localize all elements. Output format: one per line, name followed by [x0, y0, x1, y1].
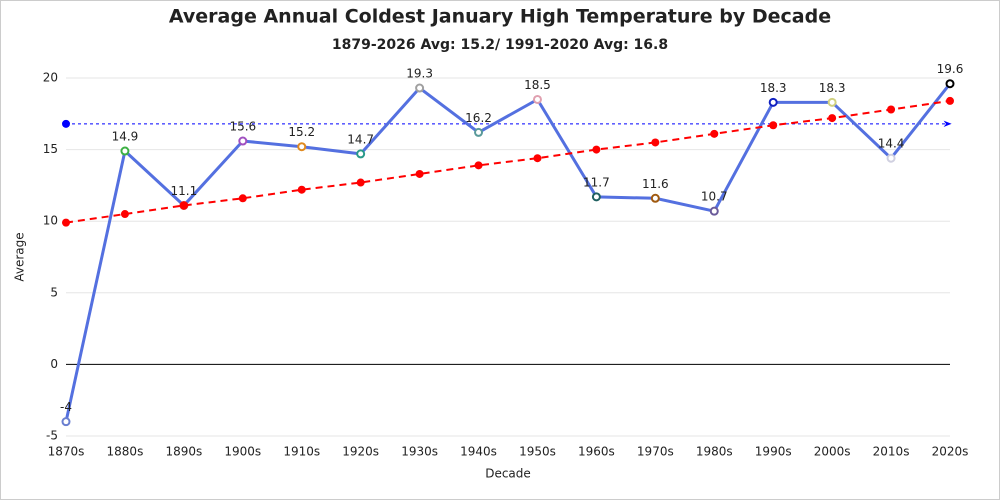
x-tick-label: 1950s — [519, 445, 556, 459]
series-line — [64, 82, 952, 422]
y-tick-label: 0 — [50, 357, 58, 371]
point — [532, 94, 542, 104]
point — [651, 138, 660, 147]
point — [768, 97, 778, 107]
chart-title: Average Annual Coldest January High Temp… — [169, 6, 831, 28]
data-label: 18.3 — [819, 81, 846, 95]
point — [946, 96, 954, 105]
point — [533, 154, 542, 163]
point — [474, 161, 483, 170]
point — [769, 121, 778, 130]
y-axis-title: Average — [13, 232, 27, 281]
point — [886, 153, 896, 163]
point — [709, 206, 719, 216]
point — [356, 149, 366, 159]
point — [179, 201, 188, 210]
point — [591, 192, 601, 202]
y-tick-label: 5 — [50, 285, 58, 299]
x-tick-label: 1910s — [283, 445, 320, 459]
point — [474, 127, 484, 137]
point — [297, 142, 307, 152]
data-label: 15.6 — [229, 120, 256, 134]
data-label: 14.9 — [112, 130, 139, 144]
point — [650, 193, 660, 203]
x-tick-label: 1890s — [165, 445, 202, 459]
data-label: 18.5 — [524, 78, 551, 92]
x-tick-label: 1990s — [755, 445, 792, 459]
x-tick-label: 1980s — [696, 445, 733, 459]
data-label: 11.6 — [642, 177, 669, 191]
data-label: 15.2 — [288, 125, 315, 139]
data-label: 18.3 — [760, 81, 787, 95]
point — [238, 194, 247, 203]
x-tick-label: 1900s — [224, 445, 261, 459]
point — [592, 145, 601, 154]
x-tick-label: 1920s — [342, 445, 379, 459]
x-tick-label: 1870s — [48, 445, 85, 459]
point — [887, 105, 896, 114]
point — [62, 218, 70, 227]
y-tick-label: 20 — [43, 71, 58, 85]
data-label: 16.2 — [465, 111, 492, 125]
x-tick-label: 2000s — [814, 445, 851, 459]
point — [61, 417, 71, 427]
data-label: 11.7 — [583, 175, 610, 189]
x-axis-title: Decade — [485, 467, 531, 481]
y-tick-label: 10 — [43, 214, 58, 228]
point — [710, 129, 719, 138]
data-label: 11.1 — [171, 184, 198, 198]
x-tick-label: 1960s — [578, 445, 615, 459]
point — [827, 97, 837, 107]
x-tick-label: 2010s — [873, 445, 910, 459]
x-tick-label: 1880s — [107, 445, 144, 459]
data-label: 19.3 — [406, 67, 433, 81]
x-tick-label: 1940s — [460, 445, 497, 459]
point — [297, 185, 306, 194]
point — [120, 146, 130, 156]
reference-start — [62, 119, 70, 128]
y-tick-label: -5 — [46, 429, 58, 443]
x-tick-label: 1970s — [637, 445, 674, 459]
data-label: 14.4 — [878, 137, 905, 151]
y-tick-label: 15 — [43, 142, 58, 156]
point — [238, 136, 248, 146]
data-label: -4 — [60, 400, 72, 414]
point — [356, 178, 365, 187]
data-label: 14.7 — [347, 132, 374, 146]
point — [945, 79, 955, 89]
point — [828, 114, 837, 123]
point — [415, 169, 424, 178]
chart-subtitle: 1879-2026 Avg: 15.2/ 1991-2020 Avg: 16.8 — [332, 37, 668, 53]
data-label: 10.7 — [701, 190, 728, 204]
series-line — [65, 99, 951, 224]
point — [415, 83, 425, 93]
point — [120, 210, 129, 219]
x-tick-label: 2020s — [932, 445, 969, 459]
data-label: 19.6 — [937, 62, 964, 76]
x-tick-label: 1930s — [401, 445, 438, 459]
